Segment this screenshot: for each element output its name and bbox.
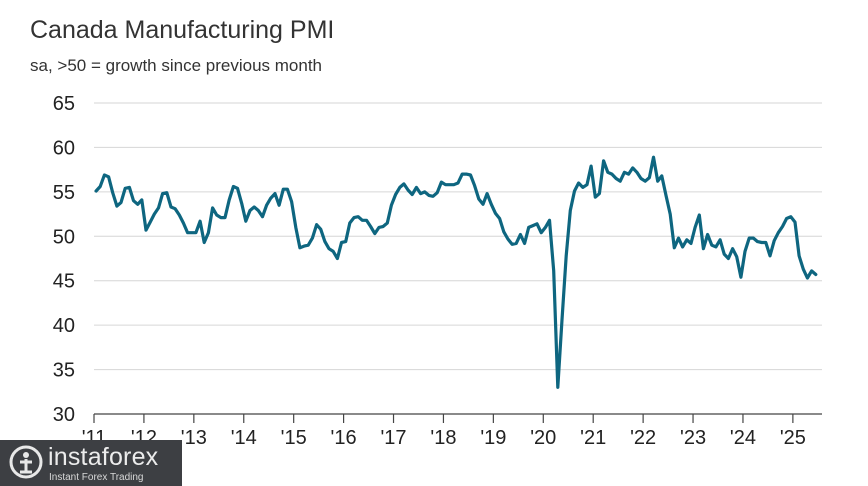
y-tick-label: 40 — [53, 315, 75, 337]
series-layer — [94, 155, 818, 389]
series-line-pmi — [94, 155, 818, 389]
x-tick-label: '16 — [331, 427, 357, 449]
x-tick-label: '17 — [380, 427, 406, 449]
x-axis: '11'12'13'14'15'16'17'18'19'20'21'22'23 '… — [82, 413, 822, 449]
x-tick-label: '25 — [780, 427, 806, 449]
x-tick-label: '19 — [480, 427, 506, 449]
y-axis-ticks: 30 35 40 45 50 55 60 65 — [53, 93, 75, 426]
x-tick-label: '14 — [231, 427, 257, 449]
y-tick-label: 65 — [53, 93, 75, 115]
y-tick-label: 35 — [53, 360, 75, 382]
y-tick-label: 50 — [53, 226, 75, 248]
y-tick-label: 30 — [53, 404, 75, 426]
watermark-badge: instaforex Instant Forex Trading — [0, 440, 182, 486]
x-tick-label: '24 — [730, 427, 756, 449]
x-tick-label: '22 — [630, 427, 656, 449]
y-tick-label: 60 — [53, 137, 75, 159]
chart-title: Canada Manufacturing PMI — [30, 16, 335, 44]
x-tick-label: '21 — [580, 427, 606, 449]
x-tick-label: '18 — [430, 427, 456, 449]
x-tick-label: '15 — [281, 427, 307, 449]
x-tick-label: '23 — [680, 427, 706, 449]
y-tick-label: 55 — [53, 182, 75, 204]
watermark-tagline: Instant Forex Trading — [49, 472, 144, 483]
x-tick-label: '20 — [530, 427, 556, 449]
chart-subtitle: sa, >50 = growth since previous month — [30, 56, 322, 75]
instaforex-logo-icon — [9, 445, 43, 479]
x-tick-label: '13 — [181, 427, 207, 449]
watermark-name: instaforex — [48, 443, 159, 471]
y-tick-label: 45 — [53, 271, 75, 293]
